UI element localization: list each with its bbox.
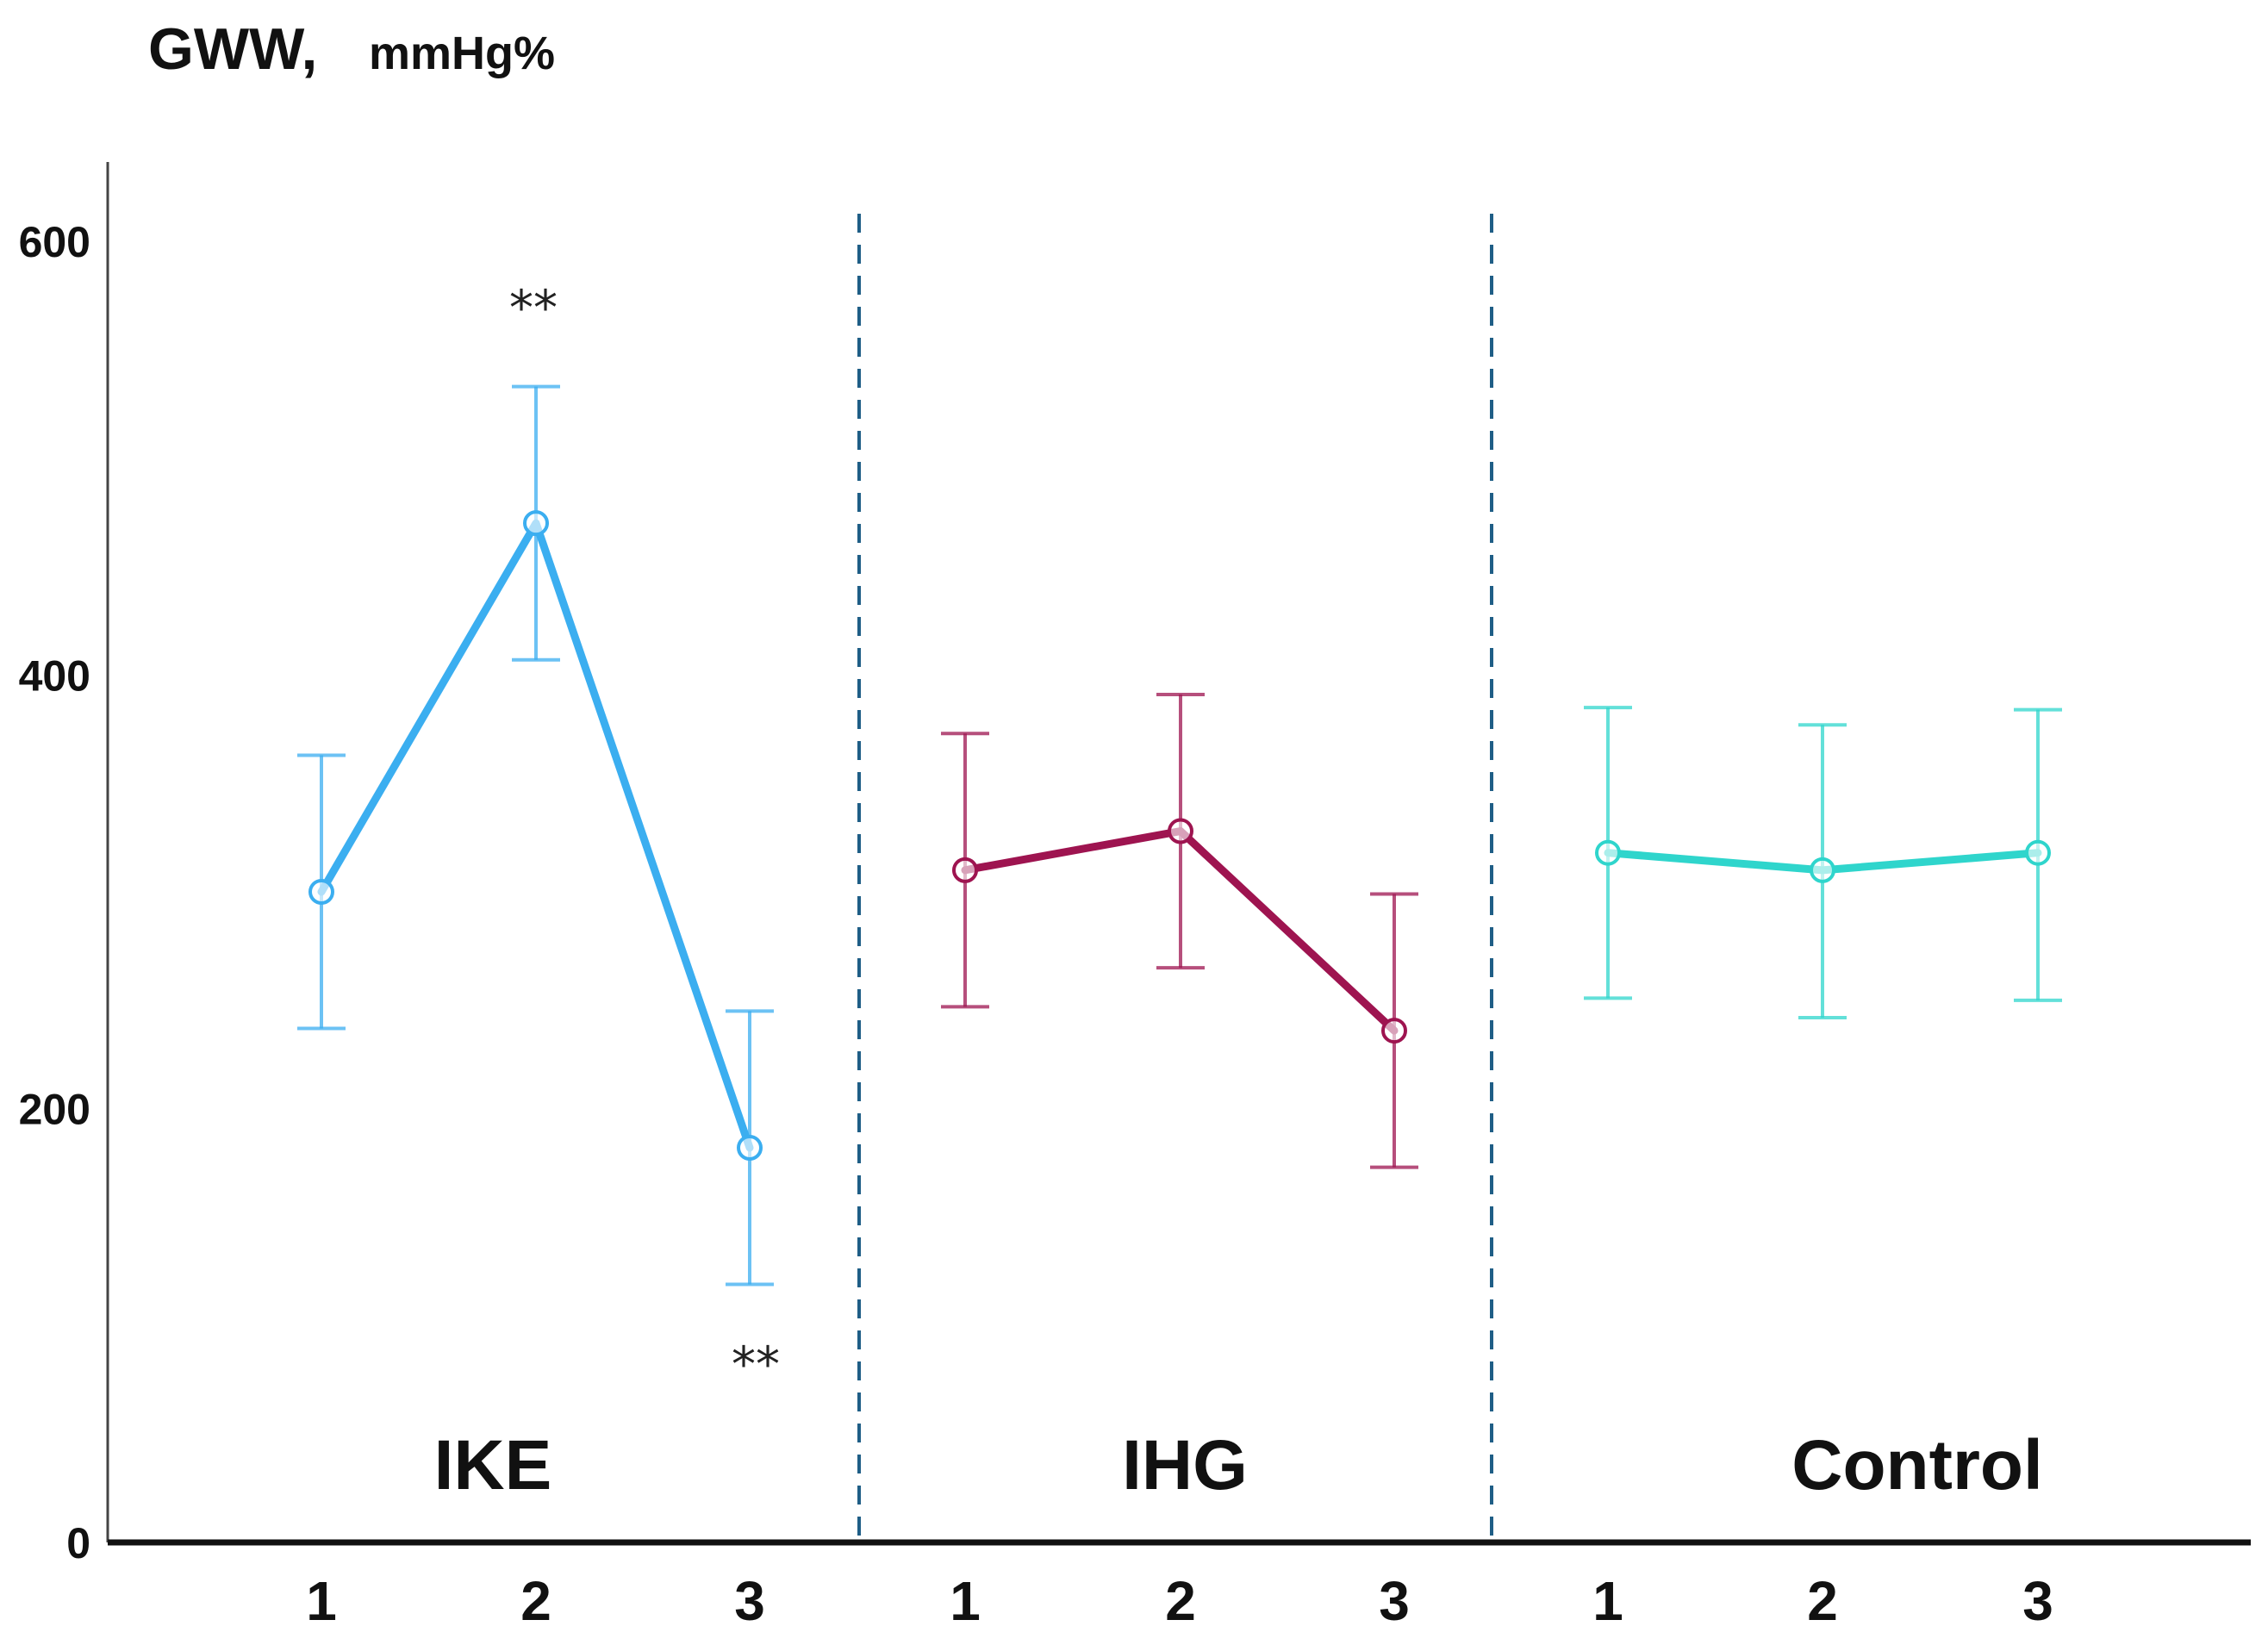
x-tick-label: 1 [950, 1570, 981, 1632]
group-separators [857, 214, 1493, 1538]
series-group-ihg: 1 2 3 IHG [941, 692, 1418, 1632]
y-tick-label: 200 [19, 1086, 90, 1134]
y-tick-label: 400 [19, 651, 90, 700]
data-point [2025, 839, 2051, 866]
x-tick-label: 3 [734, 1570, 765, 1632]
group-label: IKE [434, 1426, 552, 1505]
y-ticks: 0 200 400 600 [19, 218, 90, 1567]
data-point [523, 510, 549, 537]
x-tick-label: 2 [1807, 1570, 1838, 1632]
y-tick-label: 600 [19, 218, 90, 266]
data-point [1810, 857, 1835, 883]
data-point [308, 879, 334, 905]
data-point [952, 857, 978, 883]
series-group-control: 1 2 3 Control [1584, 706, 2062, 1632]
x-tick-label: 2 [520, 1570, 551, 1632]
x-tick-label: 1 [1592, 1570, 1623, 1632]
chart-title-unit: mmHg% [369, 28, 555, 79]
data-point [1595, 839, 1621, 866]
y-tick-label: 0 [66, 1519, 90, 1567]
x-tick-label: 1 [306, 1570, 337, 1632]
series-group-ike: 1 2 3 IKE ** ** [297, 281, 780, 1632]
x-tick-label: 2 [1165, 1570, 1196, 1632]
significance-annotation: ** [732, 1337, 780, 1393]
x-tick-label: 3 [2022, 1570, 2053, 1632]
group-label: Control [1791, 1426, 2042, 1505]
x-tick-label: 3 [1379, 1570, 1410, 1632]
chart-title: GWW, [148, 16, 317, 82]
data-point [1381, 1018, 1407, 1044]
significance-annotation: ** [509, 281, 558, 337]
data-point [1168, 818, 1193, 844]
data-point [737, 1134, 763, 1161]
group-label: IHG [1122, 1426, 1248, 1505]
series-groups: 1 2 3 IKE ** ** 1 2 3 IHG 1 2 3 Control [297, 281, 2062, 1632]
